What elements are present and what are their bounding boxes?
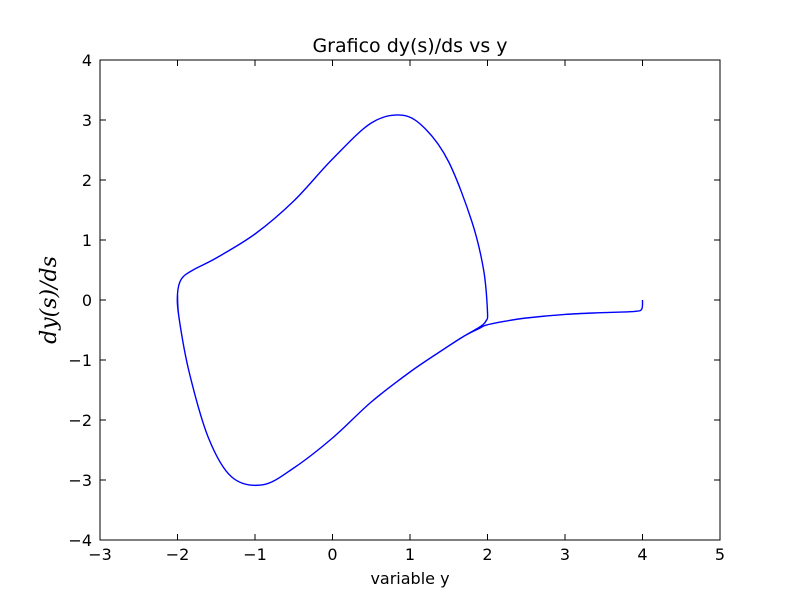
series-layer <box>176 114 644 487</box>
y-tick-label: 3 <box>82 111 92 130</box>
y-tick-label: 4 <box>82 51 92 70</box>
x-tick-label: 3 <box>560 545 570 564</box>
y-tick-label: −4 <box>68 531 92 550</box>
x-tick-label: 2 <box>482 545 492 564</box>
y-tick-label: 2 <box>82 171 92 190</box>
x-tick-label: −3 <box>88 545 112 564</box>
x-tick-label: 1 <box>405 545 415 564</box>
x-tick-label: −2 <box>166 545 190 564</box>
y-tick-label: 1 <box>82 231 92 250</box>
y-tick-label: −1 <box>68 351 92 370</box>
y-tick-label: −3 <box>68 471 92 490</box>
x-tick-label: 5 <box>715 545 725 564</box>
x-axis-label: variable y <box>370 569 449 588</box>
x-tick-label: 4 <box>637 545 647 564</box>
y-tick-label: −2 <box>68 411 92 430</box>
y-axis-ticks: −4 −3 −2 −1 0 1 2 3 4 <box>68 51 720 550</box>
x-tick-label: 0 <box>327 545 337 564</box>
y-tick-label: 0 <box>82 291 92 310</box>
x-axis-ticks: −3 −2 −1 0 1 2 3 4 5 <box>88 60 725 564</box>
series-line-0 <box>176 114 644 487</box>
y-axis-label: dy(s)/ds <box>37 256 62 344</box>
x-tick-label: −1 <box>243 545 267 564</box>
chart-title: Grafico dy(s)/ds vs y <box>312 35 507 57</box>
